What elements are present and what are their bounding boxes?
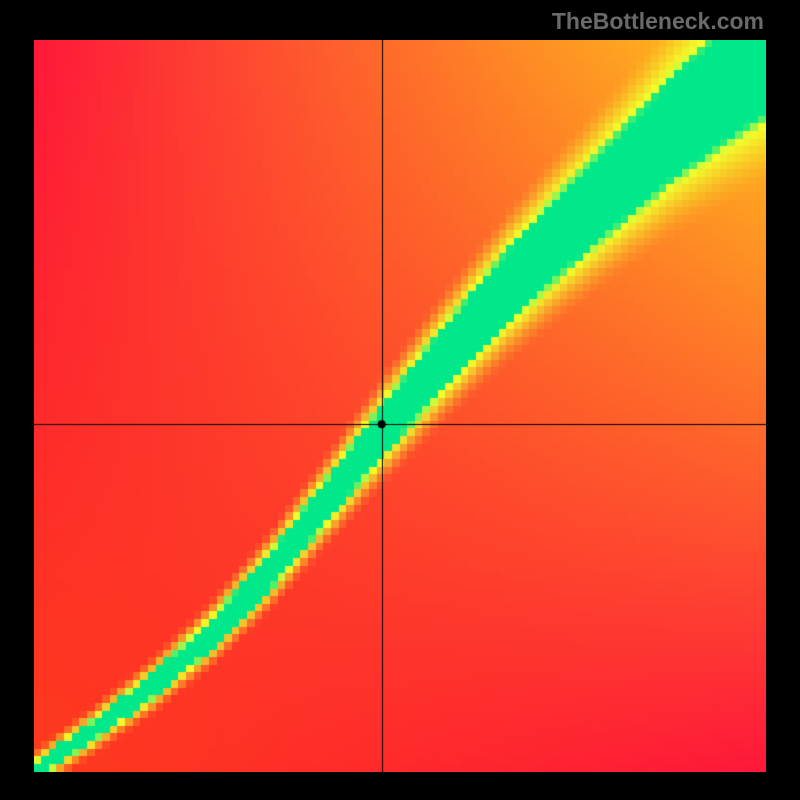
chart-container: TheBottleneck.com [0,0,800,800]
watermark-text: TheBottleneck.com [552,8,764,35]
heatmap-plot [34,40,766,772]
